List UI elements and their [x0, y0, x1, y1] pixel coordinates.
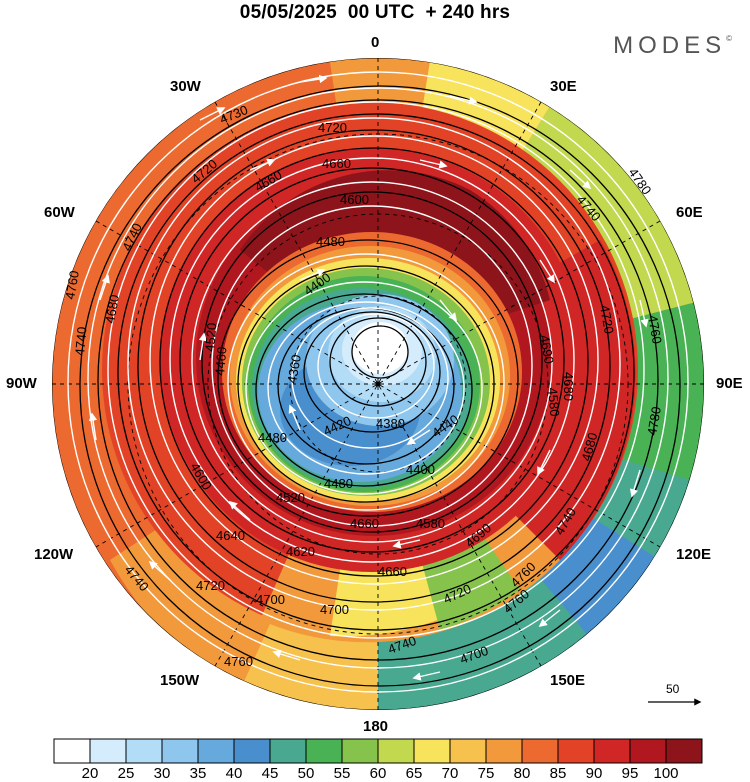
svg-text:4600: 4600 — [340, 192, 369, 207]
svg-text:4400: 4400 — [406, 462, 435, 477]
svg-text:4480: 4480 — [258, 430, 287, 445]
lon-label-90w: 90W — [6, 375, 37, 392]
north-pole-marker — [375, 381, 381, 387]
svg-text:4360: 4360 — [284, 353, 304, 384]
svg-text:4680: 4680 — [578, 431, 600, 463]
colorbar-tick-label: 40 — [225, 765, 243, 782]
colorbar-cell — [593, 738, 631, 764]
svg-text:4700: 4700 — [320, 602, 349, 617]
colorbar-cell — [53, 738, 91, 764]
colorbar-tick-label: 50 — [297, 765, 315, 782]
colorbar-cell — [341, 738, 379, 764]
svg-text:4660: 4660 — [350, 516, 379, 531]
svg-text:4720: 4720 — [318, 120, 347, 135]
colorbar-tick-label: 80 — [513, 765, 531, 782]
colorbar-tick-label: 35 — [189, 765, 207, 782]
svg-text:4660: 4660 — [322, 156, 351, 171]
map-title: 05/05/2025 00 UTC + 240 hrs — [239, 2, 511, 23]
svg-text:4700: 4700 — [256, 592, 285, 607]
colorbar-tick-label: 55 — [333, 765, 351, 782]
svg-text:4720: 4720 — [597, 304, 617, 335]
lon-label-0: 0 — [371, 34, 380, 51]
colorbar-cell — [557, 738, 595, 764]
svg-text:4740: 4740 — [72, 326, 89, 356]
colorbar-cell — [233, 738, 271, 764]
graticule — [52, 58, 704, 710]
lon-label-180: 180 — [363, 718, 389, 735]
svg-text:4660: 4660 — [378, 564, 407, 579]
colorbar-tick-label: 30 — [153, 765, 171, 782]
colorbar-tick-label: 85 — [549, 765, 567, 782]
colorbar-cell — [521, 738, 559, 764]
lon-label-60w: 60W — [44, 204, 75, 221]
colorbar-tick-label: 75 — [477, 765, 495, 782]
svg-text:4720: 4720 — [196, 578, 225, 593]
wind-speed-shading — [52, 58, 704, 710]
colorbar-cell — [269, 738, 307, 764]
svg-text:4480: 4480 — [316, 234, 345, 249]
svg-text:4680: 4680 — [561, 372, 576, 401]
colorbar-tick-label: 95 — [621, 765, 639, 782]
svg-text:4760: 4760 — [645, 314, 665, 345]
colorbar-tick-label: 60 — [369, 765, 387, 782]
svg-text:4460: 4460 — [212, 346, 229, 376]
lon-label-120e: 120E — [676, 546, 712, 563]
lon-label-90e: 90E — [716, 375, 743, 392]
lon-label-150e: 150E — [550, 672, 586, 689]
svg-text:4760: 4760 — [62, 269, 82, 300]
svg-text:4580: 4580 — [416, 516, 445, 531]
svg-text:4520: 4520 — [276, 490, 305, 505]
streamline-arrows — [88, 74, 649, 681]
svg-text:4620: 4620 — [286, 544, 315, 559]
svg-text:4640: 4640 — [216, 528, 245, 543]
colorbar-tick-label: 90 — [585, 765, 603, 782]
svg-text:4780: 4780 — [644, 405, 664, 436]
wind-streamlines — [67, 71, 689, 693]
wind-reference-label: 50 — [666, 682, 680, 696]
colorbar-cell — [377, 738, 415, 764]
colorbar-cell — [485, 738, 523, 764]
colorbar-cell — [665, 738, 703, 764]
colorbar-tick-label: 45 — [261, 765, 279, 782]
svg-text:4690: 4690 — [537, 334, 557, 365]
svg-text:4760: 4760 — [224, 654, 253, 669]
colorbar-cell — [197, 738, 235, 764]
colorbar-tick-label: 100 — [653, 765, 679, 782]
colorbar-tick-label: 70 — [441, 765, 459, 782]
svg-text:4480: 4480 — [324, 476, 353, 491]
copyright-mark: © — [726, 34, 732, 43]
brand-name: MODES — [613, 32, 727, 59]
svg-text:4380: 4380 — [376, 416, 405, 431]
wind-speed-colorbar — [53, 738, 703, 764]
colorbar-cell — [449, 738, 487, 764]
lon-label-30w: 30W — [170, 78, 201, 95]
svg-text:4580: 4580 — [545, 387, 562, 417]
colorbar-cell — [305, 738, 343, 764]
colorbar-cell — [89, 738, 127, 764]
brand-logo: MODES© — [613, 32, 732, 60]
colorbar-tick-label: 20 — [81, 765, 99, 782]
colorbar-cell — [161, 738, 199, 764]
lon-label-150w: 150W — [160, 672, 200, 689]
lon-label-30e: 30E — [550, 78, 577, 95]
colorbar-tick-label: 65 — [405, 765, 423, 782]
svg-text:4520: 4520 — [202, 322, 219, 352]
colorbar-cell — [413, 738, 451, 764]
colorbar-cell — [629, 738, 667, 764]
wind-reference-arrow — [648, 698, 702, 706]
lon-label-60e: 60E — [676, 204, 703, 221]
colorbar-tick-label: 25 — [117, 765, 135, 782]
svg-text:4680: 4680 — [102, 293, 122, 324]
lon-label-120w: 120W — [34, 546, 74, 563]
colorbar-cell — [125, 738, 163, 764]
